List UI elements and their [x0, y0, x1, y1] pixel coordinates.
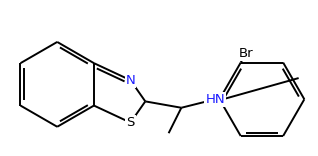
Text: HN: HN: [205, 93, 225, 106]
Text: Br: Br: [239, 47, 253, 60]
Text: N: N: [126, 74, 135, 87]
Text: S: S: [126, 116, 135, 129]
